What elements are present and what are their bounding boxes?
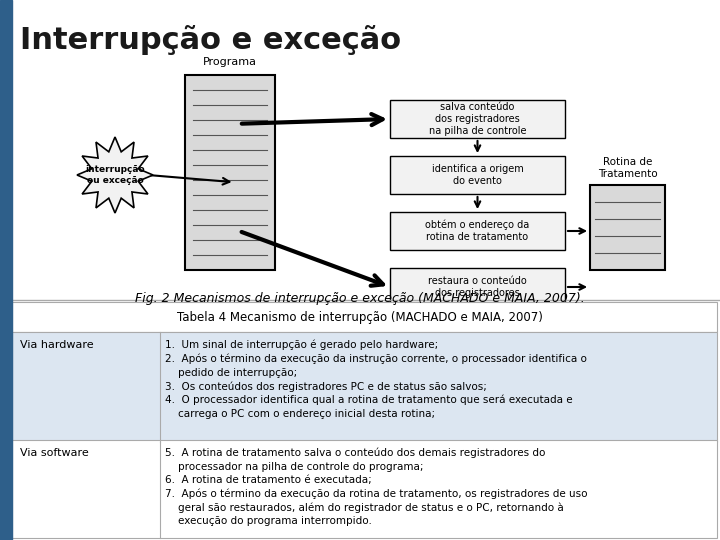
Text: 1.  Um sinal de interrupção é gerado pelo hardware;
2.  Após o término da execuç: 1. Um sinal de interrupção é gerado pelo… [165,340,587,418]
Text: Programa: Programa [203,57,257,67]
Text: Tabela 4 Mecanismo de interrupção (MACHADO e MAIA, 2007): Tabela 4 Mecanismo de interrupção (MACHA… [177,310,543,323]
FancyBboxPatch shape [390,156,565,194]
FancyBboxPatch shape [390,100,565,138]
FancyBboxPatch shape [185,75,275,270]
Text: restaura o conteúdo
dos registradores: restaura o conteúdo dos registradores [428,276,527,298]
Polygon shape [77,137,153,213]
Text: Via software: Via software [20,448,89,458]
FancyBboxPatch shape [390,268,565,306]
Text: interrupção
ou exceção: interrupção ou exceção [85,165,145,185]
Bar [12,440,717,538]
Text: Fig. 2 Mecanismos de interrupção e exceção (MACHADO e MAIA, 2007).: Fig. 2 Mecanismos de interrupção e exceç… [135,292,585,305]
Text: salva conteúdo
dos registradores
na pilha de controle: salva conteúdo dos registradores na pilh… [428,103,526,136]
Text: Rotina de
Tratamento: Rotina de Tratamento [598,157,657,179]
Text: identifica a origem
do evento: identifica a origem do evento [431,164,523,186]
Text: Interrupção e exceção: Interrupção e exceção [20,25,401,55]
Bar [12,332,717,442]
Text: Via hardware: Via hardware [20,340,94,350]
Bar [12,302,717,332]
FancyBboxPatch shape [590,185,665,270]
Text: obtém o endereço da
rotina de tratamento: obtém o endereço da rotina de tratamento [426,220,530,242]
FancyBboxPatch shape [390,212,565,250]
Bar [0,0,12,540]
Text: 5.  A rotina de tratamento salva o conteúdo dos demais registradores do
    proc: 5. A rotina de tratamento salva o conteú… [165,448,588,526]
